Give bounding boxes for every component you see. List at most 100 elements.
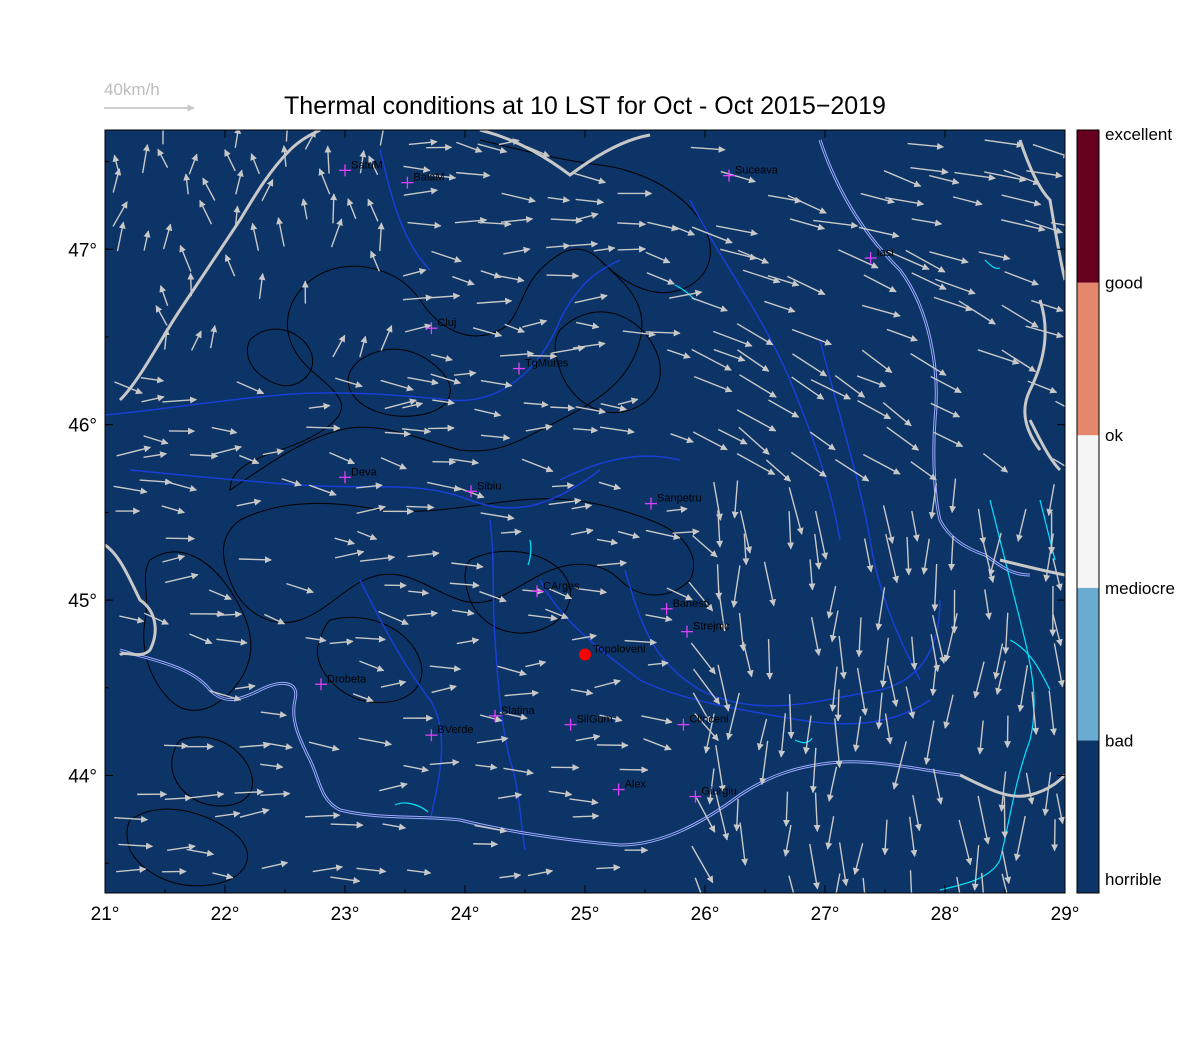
wind-vector bbox=[1001, 194, 1042, 207]
city-label: Slatina bbox=[501, 705, 536, 717]
wind-vector bbox=[429, 665, 462, 673]
wind-vector bbox=[929, 661, 937, 697]
wind-vector bbox=[599, 426, 635, 435]
wind-vector bbox=[477, 143, 508, 154]
wind-vector bbox=[910, 461, 937, 481]
wind-vector bbox=[834, 374, 866, 398]
wind-vector bbox=[551, 345, 586, 354]
city-label: Suceava bbox=[735, 165, 779, 177]
wind-vector bbox=[1013, 815, 1026, 862]
wind-vector bbox=[736, 409, 777, 432]
wind-vector bbox=[1001, 850, 1012, 884]
city-giurgiu: Giurgiu bbox=[689, 786, 737, 803]
wind-vector bbox=[523, 400, 549, 408]
wind-vector bbox=[285, 130, 288, 142]
city-banesti: Banesti bbox=[660, 598, 709, 615]
y-axis: 44° 45° 46° 47° bbox=[68, 161, 1065, 864]
wind-vector bbox=[570, 688, 594, 696]
wind-vector bbox=[717, 664, 731, 712]
site-marker bbox=[579, 648, 591, 661]
wind-vector bbox=[454, 370, 477, 377]
wind-vector bbox=[835, 873, 841, 893]
wind-vector bbox=[912, 795, 922, 832]
wind-vector bbox=[977, 508, 987, 545]
wind-vector bbox=[593, 245, 616, 253]
wind-vector bbox=[116, 866, 147, 874]
wind-vector bbox=[778, 713, 787, 758]
wind-vector bbox=[905, 249, 946, 273]
wind-vector bbox=[431, 353, 453, 362]
wind-vector bbox=[575, 733, 601, 742]
wind-vector bbox=[908, 816, 918, 858]
wind-vector bbox=[808, 559, 816, 591]
wind-vector bbox=[427, 481, 462, 492]
wind-vector bbox=[788, 487, 804, 535]
wind-vector bbox=[498, 138, 520, 146]
wind-vector bbox=[548, 587, 573, 600]
wind-vector bbox=[980, 896, 986, 926]
wind-vector bbox=[861, 349, 893, 374]
coastline-lakes bbox=[394, 259, 1056, 891]
city-silgum: SilGum bbox=[564, 714, 613, 731]
city-satum: SatuM bbox=[339, 159, 383, 177]
wind-vector bbox=[404, 323, 432, 333]
city-deva: Deva bbox=[339, 466, 378, 484]
wind-vector bbox=[765, 459, 791, 482]
wind-vector bbox=[352, 693, 374, 703]
wind-vector bbox=[408, 138, 438, 146]
wind-vector bbox=[706, 768, 715, 805]
wind-vector bbox=[209, 690, 242, 702]
rivers bbox=[105, 149, 941, 851]
wind-vector bbox=[261, 860, 289, 870]
legend-label-bad: bad bbox=[1105, 731, 1133, 750]
wind-vector bbox=[571, 212, 599, 222]
wind-vector bbox=[402, 268, 427, 277]
legend-label-good: good bbox=[1105, 274, 1143, 293]
x-tick-label: 22° bbox=[211, 904, 240, 925]
legend-colorbar: horrible bad mediocre ok good excellent bbox=[1076, 125, 1175, 894]
wind-vector bbox=[276, 217, 285, 247]
wind-vector bbox=[475, 763, 498, 771]
wind-vector bbox=[617, 397, 639, 406]
wind-vector bbox=[768, 399, 800, 418]
wind-vector bbox=[300, 198, 308, 220]
wind-vector bbox=[570, 240, 599, 248]
wind-vector bbox=[943, 694, 954, 729]
wind-vector bbox=[199, 199, 213, 225]
wind-vector bbox=[260, 790, 291, 798]
wind-vector bbox=[617, 245, 647, 253]
x-tick-label: 23° bbox=[331, 904, 360, 925]
wind-vector bbox=[862, 877, 866, 893]
wind-vector bbox=[714, 791, 730, 841]
wind-vector bbox=[809, 747, 817, 794]
wind-vector bbox=[329, 452, 355, 465]
x-tick-label: 27° bbox=[811, 904, 840, 925]
wind-vector bbox=[190, 330, 202, 351]
wind-vector bbox=[617, 530, 640, 539]
wind-vector bbox=[881, 819, 889, 856]
wind-vector bbox=[430, 373, 462, 385]
wind-vector bbox=[574, 587, 608, 596]
wind-vector bbox=[305, 636, 327, 644]
wind-vector bbox=[857, 399, 892, 420]
wind-vector bbox=[1052, 558, 1063, 591]
wind-vector bbox=[224, 254, 236, 277]
wind-vector bbox=[454, 486, 485, 499]
wind-vector bbox=[575, 321, 600, 330]
wind-vector bbox=[571, 633, 597, 641]
wind-vector bbox=[167, 843, 196, 851]
wind-vector bbox=[734, 900, 738, 938]
wind-vector bbox=[239, 454, 260, 465]
wind-vector bbox=[401, 427, 432, 435]
wind-vector bbox=[525, 659, 547, 668]
wind-vector bbox=[189, 791, 225, 799]
wind-vector bbox=[503, 767, 534, 776]
wind-vector bbox=[930, 634, 941, 673]
wind-vector bbox=[368, 155, 379, 176]
wind-vector bbox=[236, 498, 262, 507]
wind-vector bbox=[215, 810, 241, 818]
wind-vector bbox=[480, 379, 513, 389]
wind-vector bbox=[930, 375, 962, 394]
wind-vector bbox=[910, 166, 949, 175]
wind-vector bbox=[329, 638, 354, 646]
